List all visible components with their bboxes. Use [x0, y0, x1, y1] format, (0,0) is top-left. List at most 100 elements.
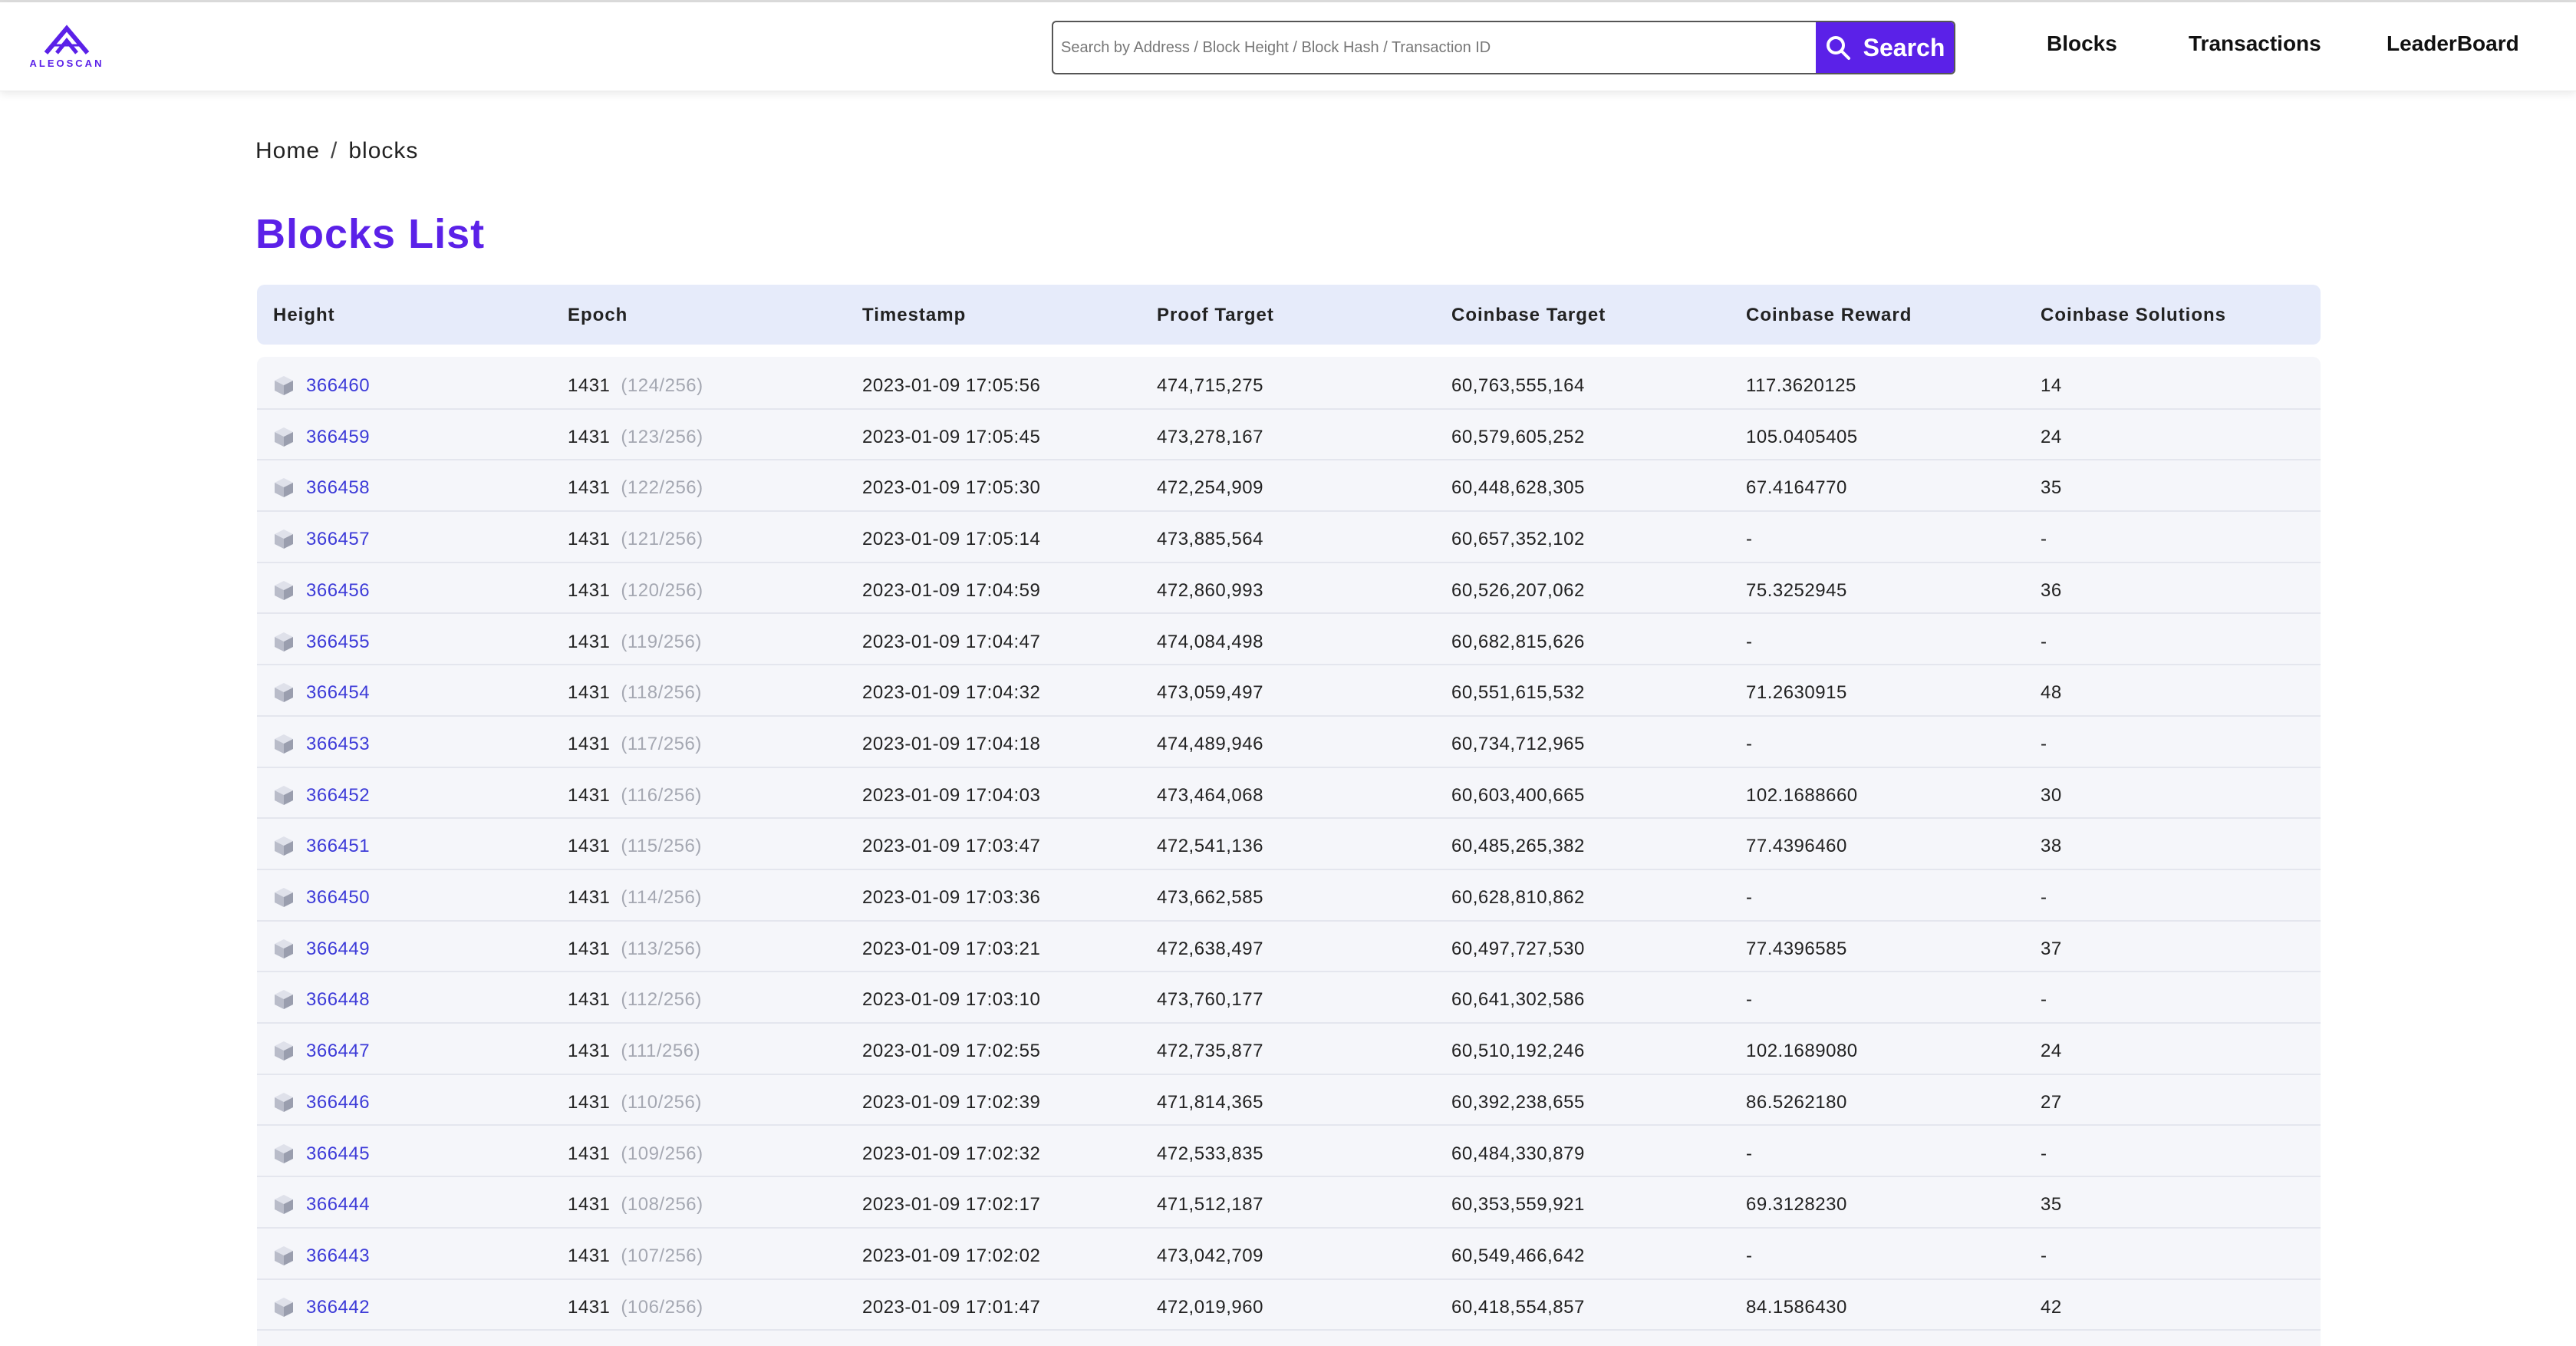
timestamp-cell: 2023-01-09 17:03:21 [862, 938, 1041, 959]
timestamp-cell: 2023-01-09 17:05:45 [862, 426, 1041, 447]
epoch-value: 1431 [568, 784, 611, 806]
nav-blocks[interactable]: Blocks [2047, 31, 2117, 55]
block-height-link[interactable]: 366445 [306, 1143, 371, 1164]
coinbase-solutions-cell: 14 [2041, 375, 2062, 396]
search-button[interactable]: Search [1816, 22, 1954, 73]
block-height-link[interactable]: 366460 [306, 375, 371, 396]
coinbase-target-cell: 60,579,605,252 [1451, 426, 1585, 447]
epoch-value: 1431 [568, 989, 611, 1011]
cube-icon [275, 1245, 293, 1265]
proof-target-cell: 472,638,497 [1157, 938, 1263, 959]
nav-leaderboard[interactable]: LeaderBoard [2387, 31, 2519, 55]
timestamp-cell: 2023-01-09 17:02:32 [862, 1143, 1041, 1164]
proof-target-cell: 472,254,909 [1157, 477, 1263, 499]
epoch-cell: 1431 (117/256) [568, 734, 702, 755]
block-height-link[interactable]: 366447 [306, 1041, 371, 1062]
coinbase-reward-cell: - [1746, 989, 1753, 1011]
coinbase-solutions-cell: 24 [2041, 1041, 2062, 1062]
cube-icon [275, 990, 293, 1010]
search-input[interactable] [1053, 22, 1817, 73]
block-height-link[interactable]: 366450 [306, 887, 371, 908]
block-height-link[interactable]: 366455 [306, 631, 371, 652]
coinbase-solutions-cell: - [2041, 733, 2047, 754]
epoch-progress: (114/256) [621, 887, 702, 908]
block-height-link[interactable]: 366458 [306, 477, 371, 499]
coinbase-reward-cell: - [1746, 1143, 1753, 1164]
epoch-cell: 1431 (112/256) [568, 989, 702, 1011]
block-height-link[interactable]: 366449 [306, 938, 371, 959]
search-icon [1826, 36, 1850, 60]
epoch-value: 1431 [568, 836, 611, 857]
block-height-link[interactable]: 366448 [306, 989, 371, 1011]
proof-target-cell: 471,512,187 [1157, 1194, 1263, 1216]
timestamp-cell: 2023-01-09 17:05:30 [862, 477, 1041, 499]
block-height-link[interactable]: 366459 [306, 426, 371, 447]
table-header: Height Epoch Timestamp Proof Target Coin… [257, 285, 2321, 345]
coinbase-solutions-cell: - [2041, 1245, 2047, 1266]
block-height-link[interactable]: 366443 [306, 1245, 371, 1266]
timestamp-cell: 2023-01-09 17:02:02 [862, 1245, 1041, 1266]
table-row: 366443 1431 (107/256) 2023-01-09 17:02:02 47… [257, 1229, 2321, 1280]
column-header-coinbase-target: Coinbase Target [1451, 305, 1606, 325]
coinbase-solutions-cell: 35 [2041, 477, 2062, 499]
block-height-link[interactable]: 366457 [306, 529, 371, 550]
epoch-progress: (110/256) [621, 1091, 702, 1113]
site-header: ALEOSCAN Search Blocks Transactions Lead… [0, 2, 2576, 91]
table-row: 366460 1431 (124/256) 2023-01-09 17:05:56 47… [257, 358, 2321, 410]
search-button-label: Search [1863, 33, 1945, 61]
coinbase-reward-cell: - [1746, 631, 1753, 652]
epoch-value: 1431 [568, 887, 611, 908]
table-row: 366452 1431 (116/256) 2023-01-09 17:04:03 47… [257, 768, 2321, 820]
coinbase-solutions-cell: 42 [2041, 1296, 2062, 1318]
table-row: 366445 1431 (109/256) 2023-01-09 17:02:32 47… [257, 1127, 2321, 1178]
cube-icon [275, 1195, 293, 1215]
block-height-link[interactable]: 366452 [306, 784, 371, 806]
cube-icon [275, 785, 293, 805]
column-header-timestamp: Timestamp [862, 305, 967, 325]
block-height-link[interactable]: 366453 [306, 733, 371, 754]
coinbase-target-cell: 60,763,555,164 [1451, 375, 1585, 396]
coinbase-reward-cell: - [1746, 733, 1753, 754]
coinbase-solutions-cell: - [2041, 989, 2047, 1011]
table-row: 366450 1431 (114/256) 2023-01-09 17:03:36 47… [257, 870, 2321, 922]
coinbase-reward-cell: 102.1689080 [1746, 1041, 1858, 1062]
column-header-coinbase-solutions: Coinbase Solutions [2041, 305, 2227, 325]
cube-icon [275, 427, 293, 447]
table-row: 366451 1431 (115/256) 2023-01-09 17:03:47 47… [257, 819, 2321, 870]
coinbase-target-cell: 60,497,727,530 [1451, 938, 1585, 959]
proof-target-cell: 472,735,877 [1157, 1041, 1263, 1062]
epoch-value: 1431 [568, 733, 611, 754]
block-height-link[interactable]: 366454 [306, 682, 371, 704]
blocks-table: 366460 1431 (124/256) 2023-01-09 17:05:56 47… [257, 357, 2321, 1346]
coinbase-target-cell: 60,734,712,965 [1451, 733, 1585, 754]
timestamp-cell: 2023-01-09 17:04:18 [862, 733, 1041, 754]
block-height-link[interactable]: 366442 [306, 1296, 371, 1318]
block-height-link[interactable]: 366451 [306, 836, 371, 857]
aleoscan-logo[interactable]: ALEOSCAN [26, 24, 107, 73]
proof-target-cell: 474,715,275 [1157, 375, 1263, 396]
epoch-value: 1431 [568, 1296, 611, 1318]
nav-transactions[interactable]: Transactions [2189, 31, 2321, 55]
coinbase-reward-cell: 77.4396460 [1746, 836, 1847, 857]
block-height-link[interactable]: 366456 [306, 579, 371, 601]
proof-target-cell: 473,760,177 [1157, 989, 1263, 1011]
table-row: 366454 1431 (118/256) 2023-01-09 17:04:32 47… [257, 665, 2321, 717]
epoch-value: 1431 [568, 1245, 611, 1266]
coinbase-reward-cell: 67.4164770 [1746, 477, 1847, 499]
epoch-cell: 1431 (118/256) [568, 682, 702, 704]
block-height-link[interactable]: 366446 [306, 1091, 371, 1113]
epoch-value: 1431 [568, 529, 611, 550]
coinbase-target-cell: 60,526,207,062 [1451, 579, 1585, 601]
epoch-progress: (112/256) [621, 989, 702, 1011]
breadcrumb-home[interactable]: Home [255, 138, 321, 163]
timestamp-cell: 2023-01-09 17:04:03 [862, 784, 1041, 806]
coinbase-target-cell: 60,657,352,102 [1451, 529, 1585, 550]
epoch-progress: (118/256) [621, 682, 702, 704]
coinbase-reward-cell: 77.4396585 [1746, 938, 1847, 959]
timestamp-cell: 2023-01-09 17:04:47 [862, 631, 1041, 652]
epoch-cell: 1431 (109/256) [568, 1143, 703, 1165]
block-height-link[interactable]: 366444 [306, 1194, 371, 1216]
table-row: 366457 1431 (121/256) 2023-01-09 17:05:14 47… [257, 512, 2321, 563]
coinbase-reward-cell: 102.1688660 [1746, 784, 1858, 806]
coinbase-reward-cell: 117.3620125 [1746, 375, 1856, 396]
